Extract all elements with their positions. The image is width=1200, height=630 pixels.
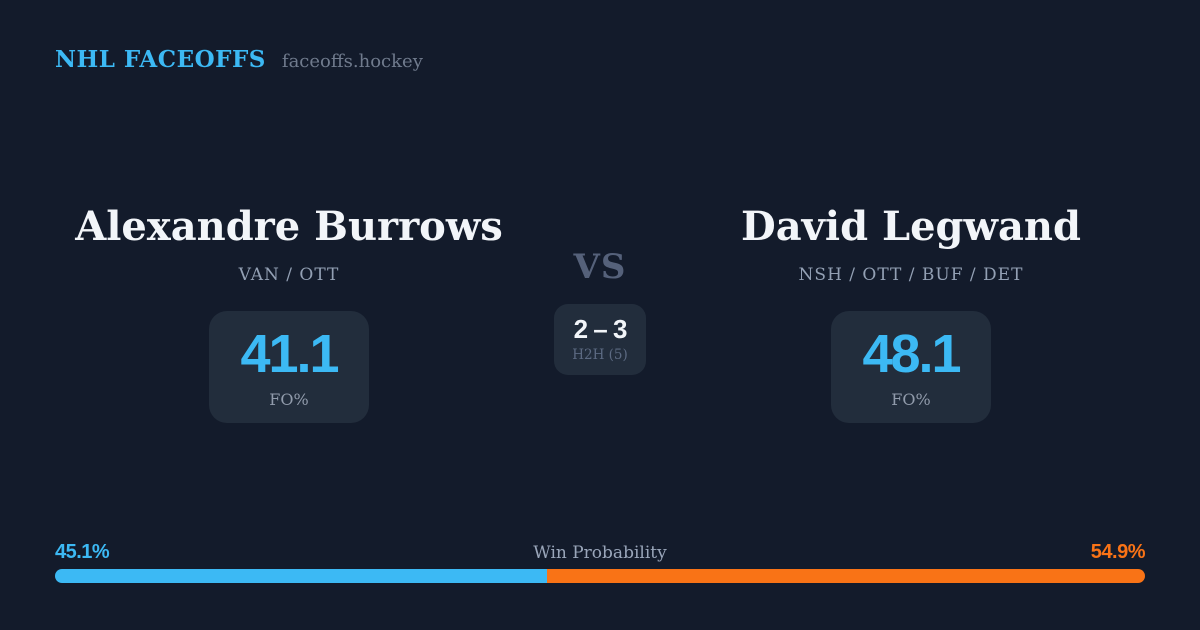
left-player-column: Alexandre Burrows VAN / OTT 41.1 FO% [49,205,529,423]
right-player-name: David Legwand [741,203,1081,250]
right-win-probability: 54.9% [1090,541,1146,563]
h2h-label: H2H (5) [572,346,628,363]
win-probability-bar [55,569,1145,583]
win-bar-right-segment [546,569,1145,583]
header: NHL FACEOFFS faceoffs.hockey [55,46,423,73]
left-win-probability: 45.1% [55,541,110,563]
right-fo-value: 48.1 [862,324,961,384]
vs-label: VS [573,247,627,287]
left-fo-label: FO% [269,390,309,409]
win-bar-left-segment [55,569,547,583]
center-column: VS 2 – 3 H2H (5) [529,247,671,375]
right-fo-label: FO% [891,390,931,409]
h2h-score: 2 – 3 [573,314,628,345]
left-player-teams: VAN / OTT [238,265,340,285]
left-fo-value: 41.1 [240,324,339,384]
h2h-card: 2 – 3 H2H (5) [554,304,646,375]
right-player-column: David Legwand NSH / OTT / BUF / DET 48.1… [671,205,1151,423]
right-player-teams: NSH / OTT / BUF / DET [798,265,1024,285]
site-domain: faceoffs.hockey [281,51,423,72]
left-player-name: Alexandre Burrows [75,203,503,250]
win-probability-title: Win Probability [533,543,667,563]
win-probability-labels: 45.1% Win Probability 54.9% [55,541,1145,564]
brand-logo: NHL FACEOFFS [55,46,266,73]
left-fo-card: 41.1 FO% [209,311,369,423]
right-fo-card: 48.1 FO% [831,311,991,423]
